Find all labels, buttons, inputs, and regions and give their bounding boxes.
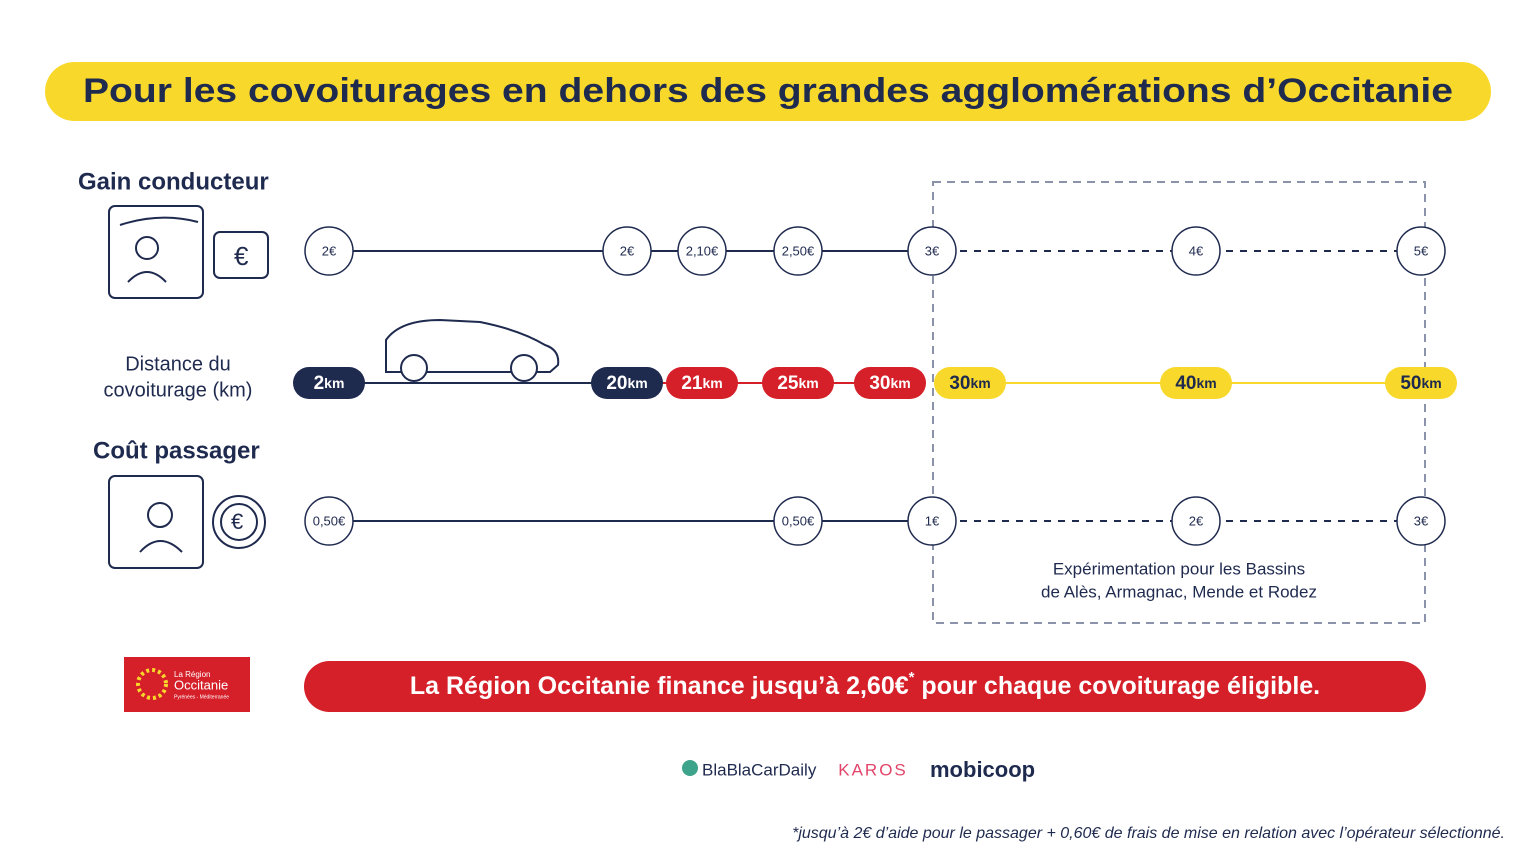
- value-label: 3€: [1414, 513, 1429, 528]
- title-band: [45, 62, 1491, 121]
- car-illustration: [385, 318, 560, 382]
- driver-icon: €: [108, 205, 269, 299]
- title: Pour les covoiturages en dehors des gran…: [83, 72, 1453, 110]
- value-node: [907, 496, 957, 546]
- partner: BlaBlaCarDaily: [702, 760, 817, 779]
- value-node: [304, 226, 354, 276]
- value-label: 2€: [620, 243, 635, 258]
- experiment-text: de Alès, Armagnac, Mende et Rodez: [1041, 582, 1317, 601]
- value-node: [304, 496, 354, 546]
- distance-number: 50: [1400, 373, 1421, 394]
- experiment-text: Expérimentation pour les Bassins: [1053, 559, 1305, 578]
- distance-label: Distance du: [125, 353, 231, 375]
- distance-pill: [762, 367, 834, 399]
- value-label: 1€: [925, 513, 940, 528]
- value-label: 3€: [925, 243, 940, 258]
- distance-label: covoiturage (km): [104, 379, 253, 401]
- distance-pill: [1385, 367, 1457, 399]
- svg-text:€: €: [234, 241, 249, 271]
- distance-label: 2km: [314, 373, 345, 394]
- distance-pill: [666, 367, 738, 399]
- logo-text: La Région: [174, 670, 210, 679]
- distance-unit: km: [890, 375, 910, 391]
- distance-unit: km: [1421, 375, 1441, 391]
- distance-label: 50km: [1400, 373, 1441, 394]
- value-node: [1396, 496, 1446, 546]
- value-node: [907, 226, 957, 276]
- banner: [304, 661, 1426, 712]
- value-label: 0,50€: [313, 513, 346, 528]
- partner: KAROS: [838, 760, 908, 779]
- value-node: [773, 226, 823, 276]
- value-node: [1171, 496, 1221, 546]
- distance-number: 30: [949, 373, 970, 394]
- value-node: [677, 226, 727, 276]
- distance-number: 25: [777, 373, 799, 394]
- distance-pill: [1160, 367, 1232, 399]
- distance-label: 40km: [1175, 373, 1216, 394]
- experiment-frame: [932, 181, 1426, 624]
- value-label: 2€: [322, 243, 337, 258]
- value-node: [602, 226, 652, 276]
- distance-unit: km: [702, 375, 722, 391]
- distance-pill: [934, 367, 1006, 399]
- distance-unit: km: [324, 375, 344, 391]
- distance-number: 30: [869, 373, 890, 394]
- value-label: 5€: [1414, 243, 1429, 258]
- distance-unit: km: [798, 375, 818, 391]
- banner-part: La Région Occitanie finance jusqu’à 2,60…: [410, 672, 909, 700]
- distance-number: 21: [681, 373, 703, 394]
- distance-unit: km: [627, 375, 647, 391]
- blablacar-icon: [682, 760, 698, 776]
- driver-label: Gain conducteur: [78, 168, 269, 195]
- value-label: 2,10€: [686, 243, 719, 258]
- distance-pill: [854, 367, 926, 399]
- distance-number: 2: [314, 373, 325, 394]
- distance-label: 25km: [777, 373, 818, 394]
- distance-label: 30km: [949, 373, 990, 394]
- value-label: 0,50€: [782, 513, 815, 528]
- passenger-label: Coût passager: [93, 437, 260, 464]
- value-node: [773, 496, 823, 546]
- logo-text: Occitanie: [174, 677, 228, 692]
- value-label: 2,50€: [782, 243, 815, 258]
- distance-label: 21km: [681, 373, 722, 394]
- value-label: 2€: [1189, 513, 1204, 528]
- value-node: [1171, 226, 1221, 276]
- distance-label: 30km: [869, 373, 910, 394]
- banner-text: La Région Occitanie finance jusqu’à 2,60…: [410, 669, 1320, 700]
- value-label: 4€: [1189, 243, 1204, 258]
- svg-text:€: €: [231, 509, 243, 534]
- banner-part: pour chaque covoiturage éligible.: [914, 672, 1320, 700]
- distance-number: 20: [606, 373, 627, 394]
- value-node: [1396, 226, 1446, 276]
- distance-label: 20km: [606, 373, 647, 394]
- distance-pill: [591, 367, 663, 399]
- passenger-icon: €: [108, 475, 266, 569]
- partner: mobicoop: [930, 757, 1035, 782]
- region-logo: [124, 657, 250, 712]
- logo-text: Pyrénées - Méditerranée: [174, 694, 229, 700]
- distance-unit: km: [1196, 375, 1216, 391]
- footnote: *jusqu’à 2€ d’aide pour le passager + 0,…: [792, 825, 1505, 842]
- logo-cross: [136, 668, 168, 700]
- distance-unit: km: [970, 375, 990, 391]
- banner-star: *: [909, 669, 915, 686]
- distance-number: 40: [1175, 373, 1196, 394]
- distance-pill: [293, 367, 365, 399]
